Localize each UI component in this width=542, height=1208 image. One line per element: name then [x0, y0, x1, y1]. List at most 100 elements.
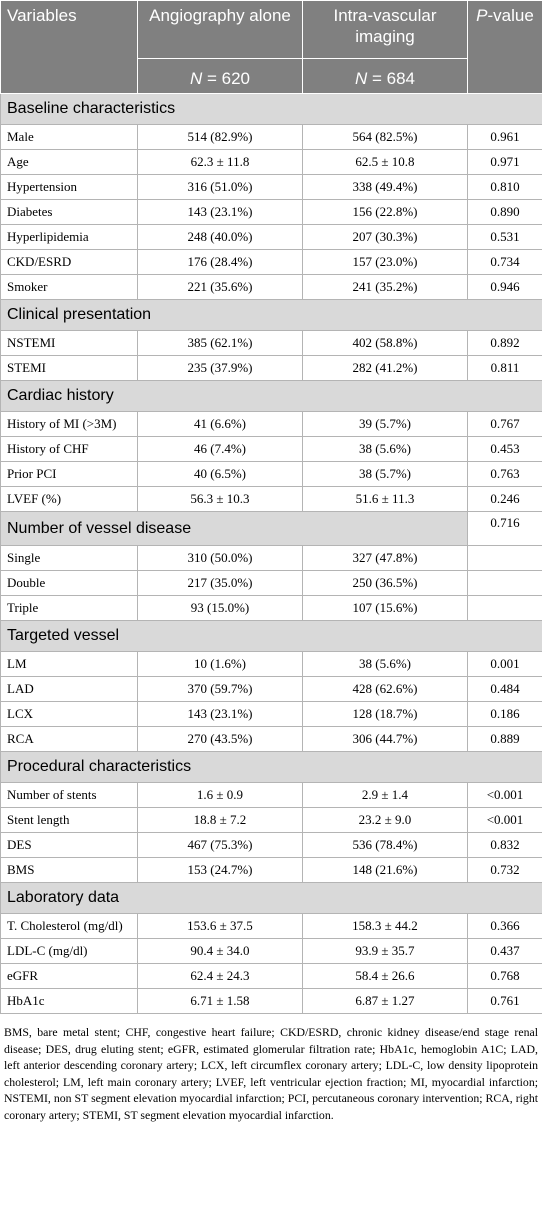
imaging-value: 536 (78.4%): [302, 832, 468, 858]
p-value: 0.001: [467, 651, 542, 677]
angiography-value: 235 (37.9%): [137, 355, 303, 381]
data-row: Single 310 (50.0%) 327 (47.8%): [0, 545, 542, 571]
variable: Male: [0, 124, 138, 150]
data-row: T. Cholesterol (mg/dl) 153.6 ± 37.5 158.3 …: [0, 913, 542, 939]
p-symbol: P: [476, 6, 488, 25]
p-value: 0.366: [467, 913, 542, 939]
p-value: 0.734: [467, 249, 542, 275]
data-row: History of CHF 46 (7.4%) 38 (5.6%) 0.453: [0, 436, 542, 462]
n-symbol: N: [189, 68, 203, 88]
section-title: Targeted vessel: [0, 620, 542, 652]
section-row: Number of vessel disease 0.716: [0, 511, 542, 546]
angiography-value: 153 (24.7%): [137, 857, 303, 883]
section-row: Baseline characteristics: [0, 93, 542, 125]
p-value: 0.453: [467, 436, 542, 462]
data-row: History of MI (>3M) 41 (6.6%) 39 (5.7%) 0.7…: [0, 411, 542, 437]
imaging-value: 282 (41.2%): [302, 355, 468, 381]
imaging-value: 148 (21.6%): [302, 857, 468, 883]
p-value: 0.961: [467, 124, 542, 150]
imaging-value: 38 (5.7%): [302, 461, 468, 487]
n-text: = 620: [207, 68, 251, 88]
variable: History of CHF: [0, 436, 138, 462]
p-value: 0.890: [467, 199, 542, 225]
table-body: Baseline characteristics Male 514 (82.9%) 5…: [0, 93, 542, 1014]
data-row: Double 217 (35.0%) 250 (36.5%): [0, 570, 542, 596]
section-title: Laboratory data: [0, 882, 542, 914]
angiography-value: 41 (6.6%): [137, 411, 303, 437]
angiography-value: 90.4 ± 34.0: [137, 938, 303, 964]
section-row: Targeted vessel: [0, 620, 542, 652]
angiography-value: 217 (35.0%): [137, 570, 303, 596]
p-value: <0.001: [467, 782, 542, 808]
p-value: 0.767: [467, 411, 542, 437]
variable: Prior PCI: [0, 461, 138, 487]
variable: Age: [0, 149, 138, 175]
variable: LVEF (%): [0, 486, 138, 512]
angiography-value: 316 (51.0%): [137, 174, 303, 200]
variable: T. Cholesterol (mg/dl): [0, 913, 138, 939]
section-title: Number of vessel disease: [0, 511, 468, 546]
angiography-value: 370 (59.7%): [137, 676, 303, 702]
data-row: Number of stents 1.6 ± 0.9 2.9 ± 1.4 <0.001: [0, 782, 542, 808]
variable: Single: [0, 545, 138, 571]
imaging-value: 2.9 ± 1.4: [302, 782, 468, 808]
data-row: LCX 143 (23.1%) 128 (18.7%) 0.186: [0, 701, 542, 727]
data-row: STEMI 235 (37.9%) 282 (41.2%) 0.811: [0, 355, 542, 381]
data-row: Hypertension 316 (51.0%) 338 (49.4%) 0.810: [0, 174, 542, 200]
imaging-value: 250 (36.5%): [302, 570, 468, 596]
p-value: [467, 570, 542, 596]
data-row: eGFR 62.4 ± 24.3 58.4 ± 26.6 0.768: [0, 963, 542, 989]
variable: Double: [0, 570, 138, 596]
angiography-value: 56.3 ± 10.3: [137, 486, 303, 512]
section-title: Baseline characteristics: [0, 93, 542, 125]
section-row: Cardiac history: [0, 380, 542, 412]
angiography-value: 221 (35.6%): [137, 274, 303, 300]
data-row: LVEF (%) 56.3 ± 10.3 51.6 ± 11.3 0.246: [0, 486, 542, 512]
data-row: Age 62.3 ± 11.8 62.5 ± 10.8 0.971: [0, 149, 542, 175]
header-cell: Angiography alone: [137, 0, 303, 59]
variable: NSTEMI: [0, 330, 138, 356]
angiography-value: 143 (23.1%): [137, 701, 303, 727]
angiography-value: 1.6 ± 0.9: [137, 782, 303, 808]
imaging-value: 107 (15.6%): [302, 595, 468, 621]
p-value: 0.437: [467, 938, 542, 964]
header-cell: N = 620: [137, 58, 303, 94]
p-value: [467, 595, 542, 621]
header-cell: P-value: [467, 0, 542, 94]
angiography-value: 46 (7.4%): [137, 436, 303, 462]
angiography-value: 153.6 ± 37.5: [137, 913, 303, 939]
imaging-value: 6.87 ± 1.27: [302, 988, 468, 1014]
variable: LCX: [0, 701, 138, 727]
data-row: NSTEMI 385 (62.1%) 402 (58.8%) 0.892: [0, 330, 542, 356]
section-title: Clinical presentation: [0, 299, 542, 331]
variable: eGFR: [0, 963, 138, 989]
angiography-value: 6.71 ± 1.58: [137, 988, 303, 1014]
p-value: 0.716: [467, 511, 542, 546]
imaging-value: 402 (58.8%): [302, 330, 468, 356]
p-value: 0.484: [467, 676, 542, 702]
imaging-value: 306 (44.7%): [302, 726, 468, 752]
imaging-value: 93.9 ± 35.7: [302, 938, 468, 964]
p-value: <0.001: [467, 807, 542, 833]
imaging-value: 428 (62.6%): [302, 676, 468, 702]
variable: Hypertension: [0, 174, 138, 200]
imaging-value: 38 (5.6%): [302, 436, 468, 462]
section-row: Procedural characteristics: [0, 751, 542, 783]
imaging-value: 39 (5.7%): [302, 411, 468, 437]
variable: HbA1c: [0, 988, 138, 1014]
n-symbol: N: [354, 68, 368, 88]
data-row: RCA 270 (43.5%) 306 (44.7%) 0.889: [0, 726, 542, 752]
data-row: LM 10 (1.6%) 38 (5.6%) 0.001: [0, 651, 542, 677]
section-row: Laboratory data: [0, 882, 542, 914]
data-row: DES 467 (75.3%) 536 (78.4%) 0.832: [0, 832, 542, 858]
section-title: Procedural characteristics: [0, 751, 542, 783]
imaging-value: 23.2 ± 9.0: [302, 807, 468, 833]
variable: Triple: [0, 595, 138, 621]
data-row: Stent length 18.8 ± 7.2 23.2 ± 9.0 <0.001: [0, 807, 542, 833]
angiography-value: 10 (1.6%): [137, 651, 303, 677]
p-value: 0.889: [467, 726, 542, 752]
p-value: 0.892: [467, 330, 542, 356]
footnote: BMS, bare metal stent; CHF, congestive h…: [4, 1025, 538, 1122]
angiography-value: 467 (75.3%): [137, 832, 303, 858]
